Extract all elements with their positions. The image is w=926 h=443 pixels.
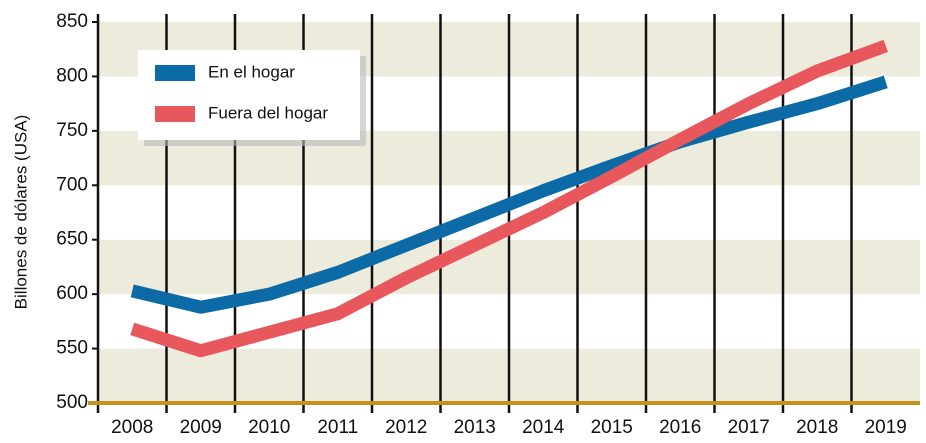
x-tick-label: 2009 bbox=[180, 417, 222, 438]
y-tick-label: 800 bbox=[56, 65, 88, 86]
x-tick-label: 2016 bbox=[659, 417, 701, 438]
x-tick-label: 2012 bbox=[385, 417, 427, 438]
y-tick-label: 850 bbox=[56, 11, 88, 32]
y-axis-label: Billones de dólares (USA) bbox=[11, 115, 30, 310]
y-tick-label: 550 bbox=[56, 338, 88, 359]
x-tick-label: 2014 bbox=[522, 417, 565, 438]
x-tick-label: 2013 bbox=[454, 417, 496, 438]
line-series bbox=[130, 75, 888, 314]
x-tick-label: 2019 bbox=[865, 417, 907, 438]
legend-swatch bbox=[155, 65, 195, 81]
legend-swatch bbox=[155, 106, 195, 122]
x-tick-label: 2011 bbox=[317, 417, 358, 438]
y-tick-label: 500 bbox=[56, 392, 88, 413]
line-series bbox=[130, 39, 888, 358]
legend-label: Fuera del hogar bbox=[208, 103, 328, 122]
y-tick-label: 600 bbox=[56, 283, 88, 304]
y-tick-label: 650 bbox=[56, 229, 88, 250]
legend-label: En el hogar bbox=[208, 62, 295, 81]
x-tick-label: 2015 bbox=[591, 417, 633, 438]
x-tick-label: 2018 bbox=[796, 417, 838, 438]
x-tick-label: 2010 bbox=[248, 417, 290, 438]
x-tick-label: 2008 bbox=[111, 417, 153, 438]
x-tick-label: 2017 bbox=[728, 417, 770, 438]
y-tick-label: 750 bbox=[56, 120, 88, 141]
y-tick-label: 700 bbox=[56, 174, 88, 195]
